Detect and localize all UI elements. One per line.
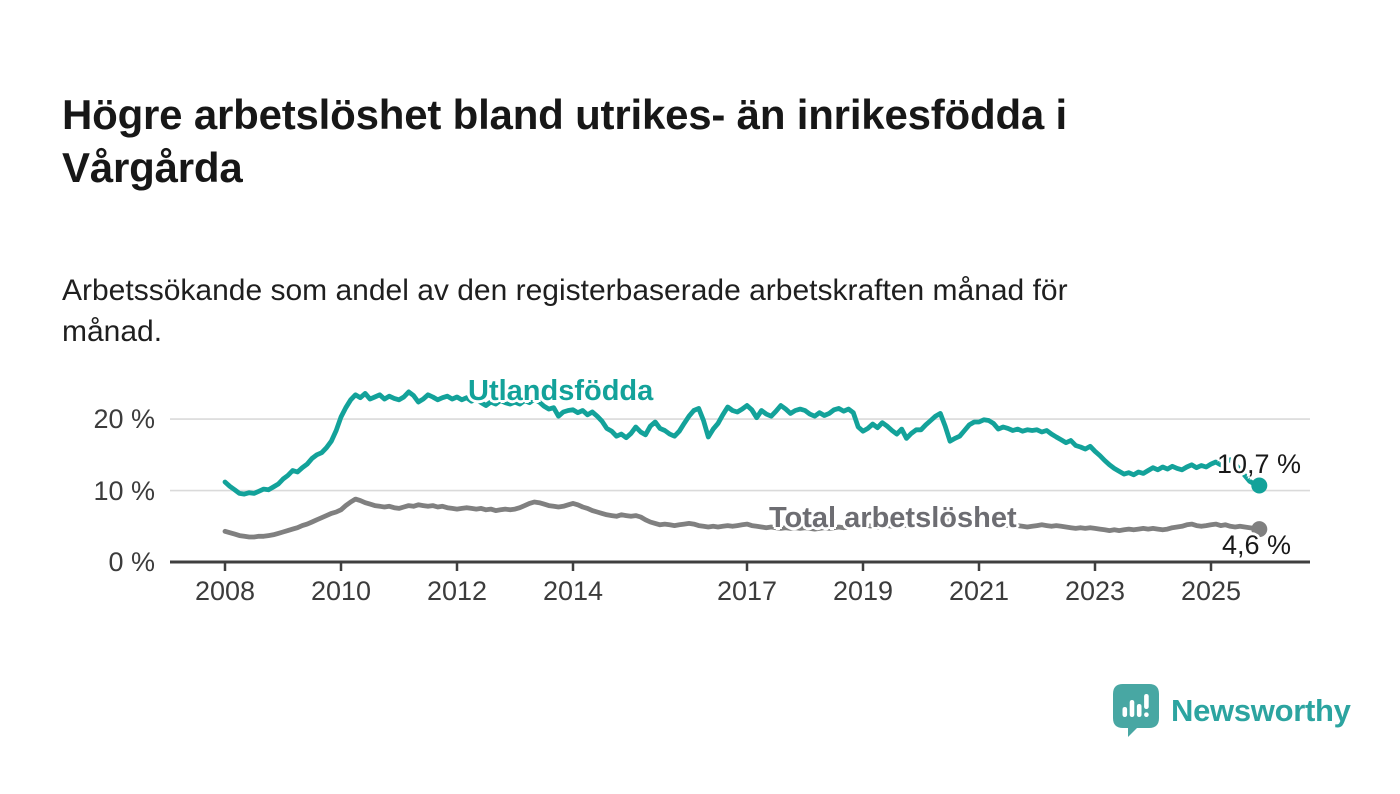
series-end-dot-1 [1251,521,1268,538]
chart-subtitle-line2: månad. [62,315,163,348]
page-title-line1: Högre arbetslöshet bland utrikes- än inr… [62,91,1068,139]
newsworthy-bubble-chart-icon [1113,684,1159,737]
end-value-label-total: 4,6 % [1222,530,1292,560]
newsworthy-logo[interactable]: Newsworthy [1113,684,1351,737]
series-end-dot-0 [1251,477,1268,494]
chart-subtitle-line1: Arbetssökande som andel av den registerb… [62,274,1068,307]
newsworthy-wordmark: Newsworthy [1171,692,1351,728]
end-value-label-utlandsfodda: 10,7 % [1217,449,1302,479]
series-label-utlandsfodda: Utlandsfödda [468,375,654,407]
series-line-1 [222,496,1262,540]
series-line-0 [222,389,1262,497]
page-title: Högre arbetslöshet bland utrikes- än inr… [62,88,1272,194]
series-label-total-arbetsloshet: Total arbetslöshet [769,502,1017,534]
chart-subtitle: Arbetssökande som andel av den registerb… [62,270,1282,352]
page-title-line2: Vårgårda [62,144,243,192]
